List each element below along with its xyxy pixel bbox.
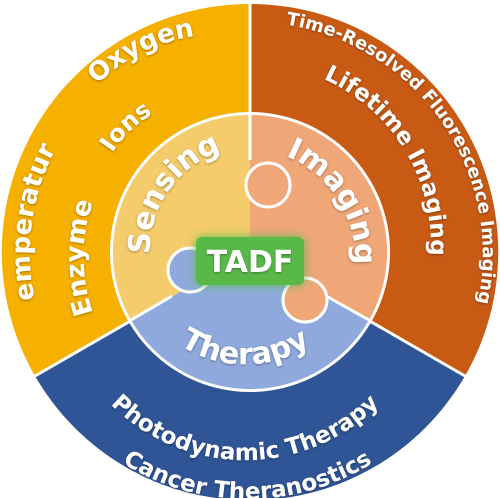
inner-separator [325, 294, 370, 322]
center-label: TADF [207, 245, 294, 280]
inner-separator [130, 294, 173, 322]
imaging-puzzle-knob [244, 161, 292, 209]
center-badge [196, 237, 304, 285]
imaging-puzzle-knob-2 [281, 276, 329, 324]
